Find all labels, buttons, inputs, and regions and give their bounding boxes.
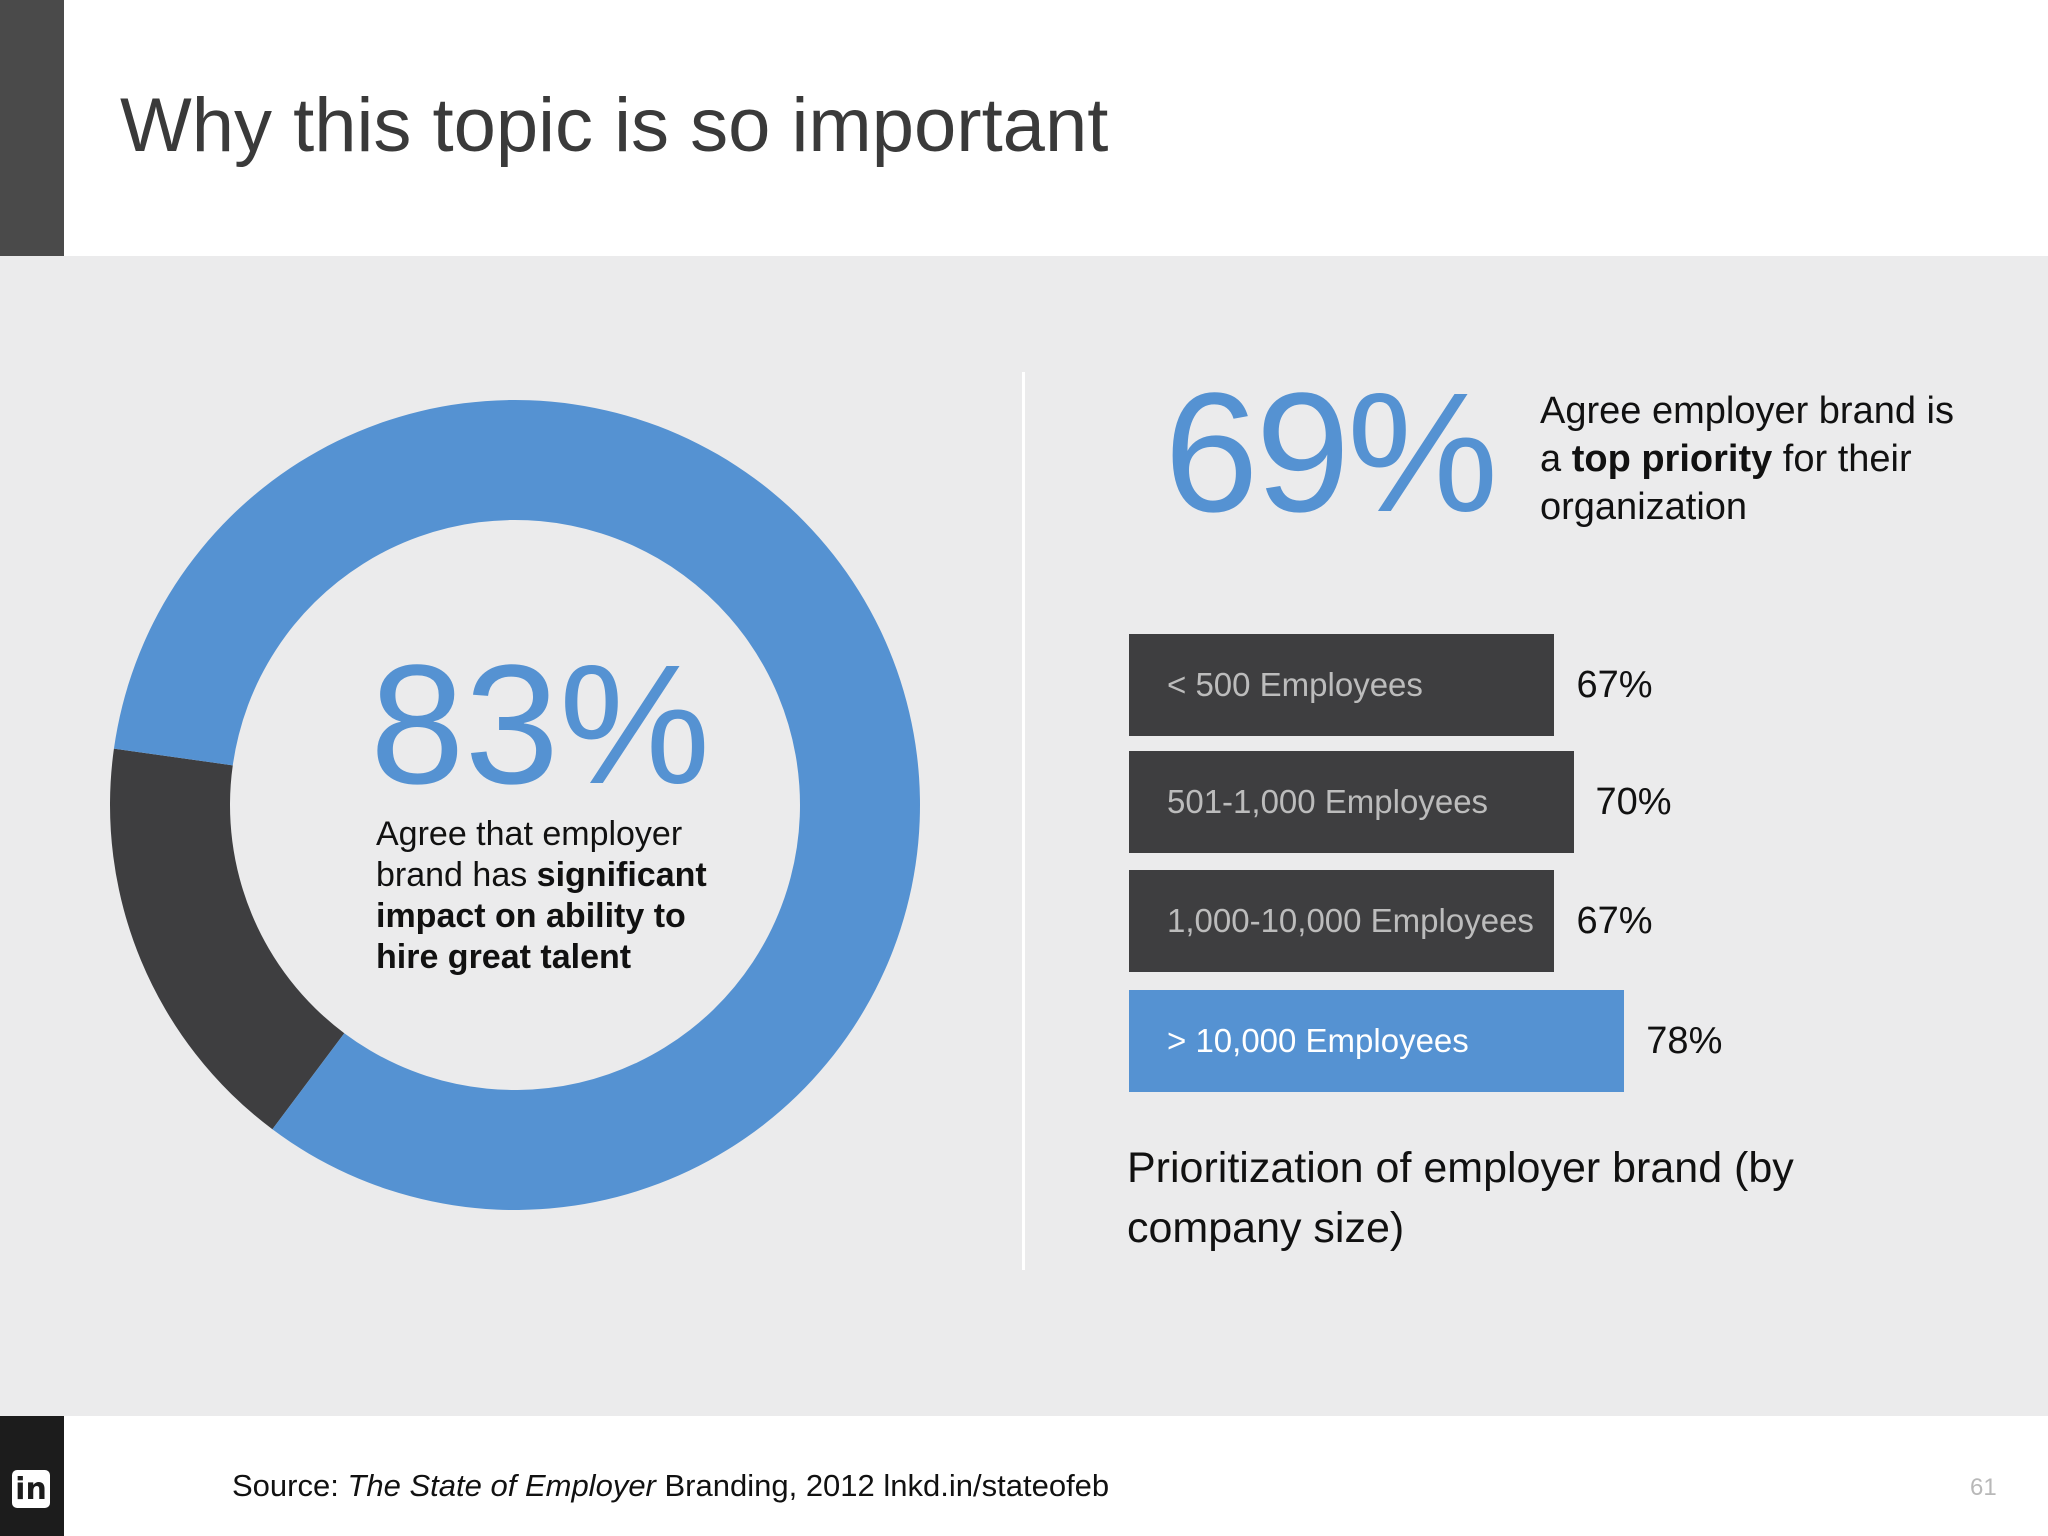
linkedin-icon: in	[12, 1470, 50, 1508]
right-stat-value: 69%	[1164, 358, 1498, 548]
bar-label: > 10,000 Employees	[1167, 1022, 1469, 1059]
bar-label: < 500 Employees	[1167, 666, 1423, 703]
donut-chart	[110, 400, 920, 1210]
source-prefix: Source:	[232, 1468, 348, 1503]
header-accent-bar	[0, 0, 64, 256]
bar-value-label: 78%	[1646, 1020, 1723, 1062]
right-stat-description: Agree employer brand is a top priority f…	[1540, 387, 1960, 531]
slide-title: Why this topic is so important	[120, 83, 1109, 168]
right-stat-text-before: Agree employer brand is a	[1540, 390, 1954, 480]
bar-value-label: 67%	[1576, 664, 1653, 706]
bar-1000-10000: 1,000-10,000 Employees	[1129, 870, 1555, 972]
bar-501-1000: 501-1,000 Employees	[1129, 751, 1574, 853]
right-stat-text-bold: top priority	[1571, 438, 1773, 480]
bar-value-label: 67%	[1576, 900, 1653, 942]
bar-chart-title: Prioritization of employer brand (by com…	[1127, 1144, 1794, 1252]
donut-slice-other	[110, 748, 345, 1130]
bar-label: 501-1,000 Employees	[1167, 783, 1489, 820]
bar-label: 1,000-10,000 Employees	[1167, 902, 1534, 939]
right-stat-text-after: for their organization	[1540, 438, 1912, 528]
source-title-italic: The State of Employer	[347, 1468, 656, 1503]
donut-slice-agree	[113, 400, 920, 1210]
left-stat-description: Agree that employer brand has significan…	[376, 814, 736, 978]
left-stat-text: Agree that employer brand has	[376, 815, 683, 894]
column-divider	[1022, 372, 1025, 1270]
page-number: 61	[1970, 1474, 1997, 1501]
bar-under-500: < 500 Employees	[1129, 634, 1555, 736]
slide-footer	[0, 1416, 2048, 1536]
left-stat-value: 83%	[370, 630, 711, 820]
source-citation: Source: The State of Employer Branding, …	[232, 1468, 1109, 1504]
source-rest: Branding, 2012 lnkd.in/stateofeb	[655, 1468, 1110, 1503]
bar-value-label: 70%	[1595, 781, 1672, 823]
slide-header	[0, 0, 2048, 256]
left-stat-text-bold: significant impact on ability to hire gr…	[376, 856, 707, 976]
bar-over-10000: > 10,000 Employees	[1129, 990, 1625, 1092]
